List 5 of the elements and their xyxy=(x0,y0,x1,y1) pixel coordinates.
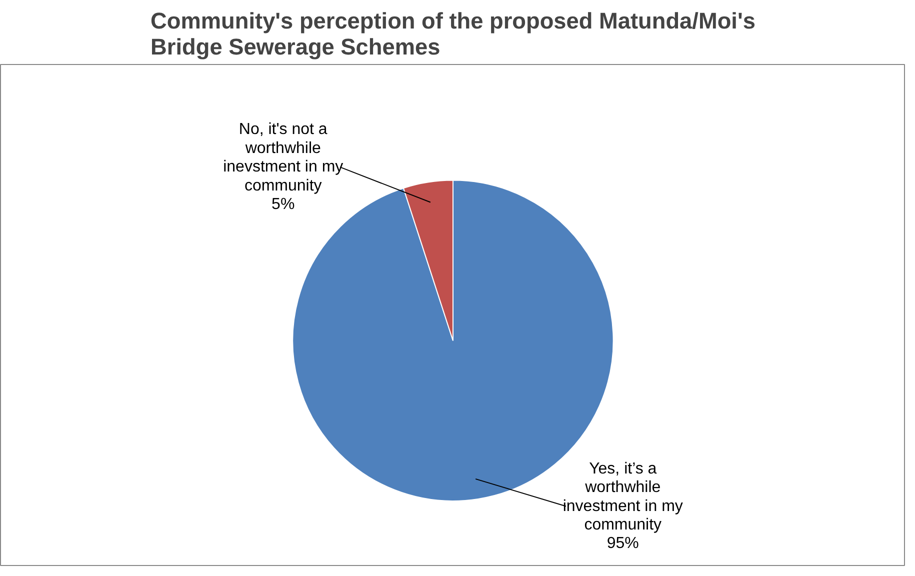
data-label: 95% xyxy=(606,535,639,552)
chart-title: Community's perception of the proposed Matunda/Moi's Bridge Sewerage Schemes xyxy=(150,8,756,60)
slice-label: Yes, it’s a worthwhile investment in my community xyxy=(562,460,683,534)
slice-label: No, it's not a worthwhile inevstment in my community xyxy=(223,121,344,194)
data-label: 5% xyxy=(272,196,295,213)
